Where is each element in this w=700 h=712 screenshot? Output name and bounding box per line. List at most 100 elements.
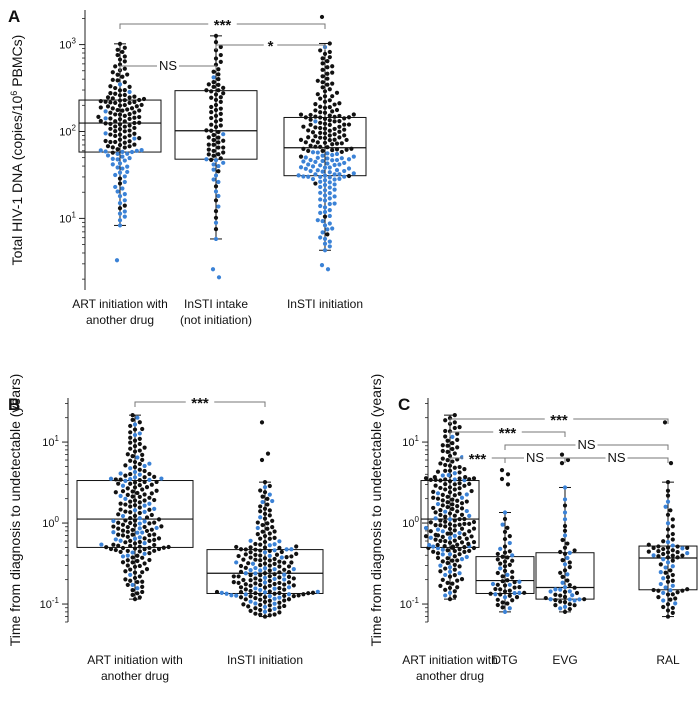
data-point [670,517,675,522]
data-point [562,545,568,550]
data-point [123,577,128,582]
data-point [139,148,144,153]
outlier-point [216,275,222,280]
data-point [152,474,157,479]
data-point [282,567,287,572]
data-point [455,445,460,450]
data-point [567,560,572,565]
data-point [243,592,248,597]
data-point [213,119,219,124]
data-point [310,164,316,169]
data-point [274,552,280,557]
data-point [142,509,147,515]
data-point [435,491,441,496]
panel-c-group-1: DTG [475,468,535,667]
data-point [322,182,328,188]
data-point [122,191,127,197]
data-point [135,455,140,460]
panel-a-letter: A [8,7,20,26]
data-point [427,542,432,548]
data-point [322,110,328,115]
data-point [132,422,138,427]
data-point [344,147,349,152]
data-point [130,417,135,422]
data-point [337,129,342,134]
data-point [447,535,453,541]
data-point [330,226,335,231]
data-point [443,462,448,468]
data-point [258,592,263,597]
data-point [553,603,558,608]
data-point [128,516,133,521]
data-point [502,536,508,542]
panel-c-significance-bracket: NS [504,450,566,465]
data-point [452,413,457,418]
data-point [130,494,135,499]
data-point [452,554,457,559]
data-point [320,80,325,85]
data-point [289,547,294,552]
significance-label: NS [607,450,625,465]
data-point [675,555,680,560]
data-point [116,543,121,548]
data-point [116,532,121,537]
data-point [117,206,123,211]
data-point [224,591,229,596]
data-point [447,485,453,490]
data-point [665,592,671,597]
data-point [322,248,328,253]
data-point [562,517,568,522]
data-point [447,565,453,570]
data-point [450,558,455,563]
data-point [137,431,142,436]
data-point [663,504,668,509]
data-point [258,563,263,568]
data-point [140,487,145,492]
data-point [267,543,272,548]
data-point [325,151,330,156]
data-point [505,555,510,560]
data-point [325,232,330,237]
data-point [147,533,152,538]
data-point [243,597,248,602]
data-point [116,520,121,525]
data-point [507,549,512,554]
data-point [442,543,447,549]
panel-a: A 101 102 103 Total HIV-1 DNA (copies/106 PB… [8,7,367,327]
data-point [152,506,157,512]
data-point [310,176,316,182]
data-point [325,156,330,161]
data-point [98,105,103,110]
data-point [298,154,304,159]
data-point [327,128,332,133]
data-point [111,524,116,529]
data-point [651,545,656,551]
data-point [120,513,126,519]
data-point [130,582,135,588]
data-point [320,67,325,72]
data-point [140,530,145,535]
data-point [128,538,133,543]
data-point [128,458,133,463]
panel-a-category-label: ART initiation with [72,297,168,311]
panel-c-significance-bracket: *** [449,412,669,429]
data-point [117,193,123,199]
data-point [243,582,248,587]
data-point [443,477,448,482]
data-point [117,218,123,223]
data-point [445,494,450,499]
data-point [301,146,306,152]
data-point [562,594,568,599]
data-point [567,606,572,612]
data-point [238,590,244,595]
data-point [260,529,265,534]
data-point [332,119,337,124]
data-point [128,572,133,577]
data-point [450,581,455,586]
data-point [125,452,130,457]
data-point [565,578,570,583]
data-point [665,499,671,504]
data-point [558,593,563,598]
significance-label: *** [469,451,487,468]
data-point [310,138,316,143]
